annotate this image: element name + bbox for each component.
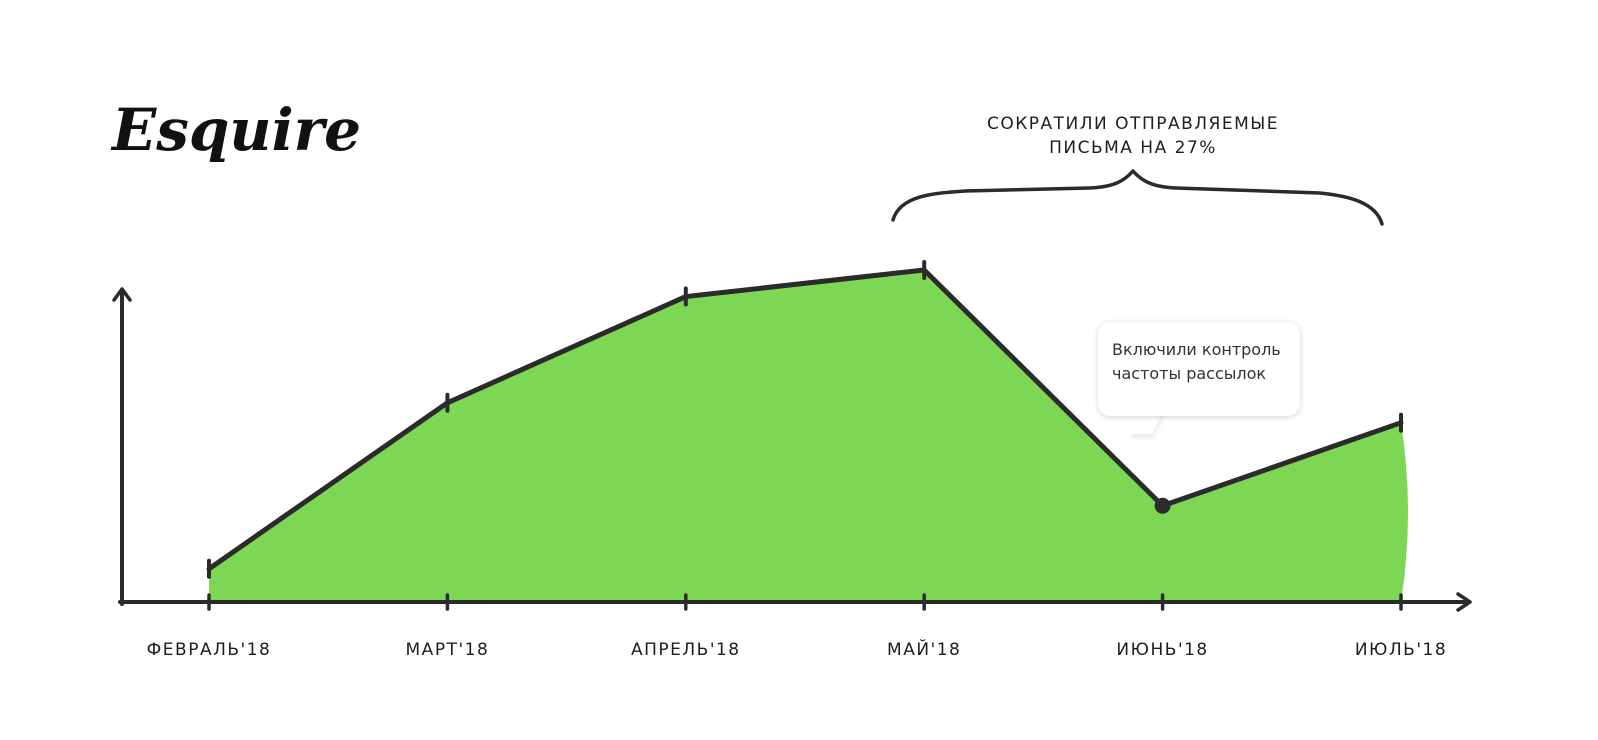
series-line-segment <box>921 267 1166 509</box>
annotation-line-1: СОКРАТИЛИ ОТПРАВЛЯЕМЫЕ <box>987 114 1279 134</box>
x-tick-label: ИЮЛЬ'18 <box>1355 640 1447 660</box>
axes <box>112 287 1472 612</box>
area-fill <box>209 270 1408 602</box>
x-tick-label: МАРТ'18 <box>406 640 490 660</box>
x-tick-labels: ФЕВРАЛЬ'18 МАРТ'18 АПРЕЛЬ'18 МАЙ'18 ИЮНЬ'18 И… <box>147 638 1447 660</box>
y-axis-arrow <box>112 287 132 302</box>
series-line-segment <box>683 267 927 300</box>
callout-line-2: частоты рассылок <box>1112 364 1267 383</box>
x-axis-arrow <box>1456 592 1472 612</box>
series-line-segment <box>1160 420 1404 509</box>
highlight-point <box>1154 497 1171 514</box>
area-layer <box>209 270 1408 602</box>
line-layer <box>206 267 1404 572</box>
annotation-line-2: ПИСЬМА НА 27% <box>1049 138 1217 158</box>
callout-text: Включили контроль частоты рассылок <box>1112 338 1292 386</box>
series-line-segment <box>444 294 689 406</box>
callout-line-1: Включили контроль <box>1112 340 1281 359</box>
x-tick-label: АПРЕЛЬ'18 <box>631 640 741 660</box>
x-tick-label: МАЙ'18 <box>887 638 961 660</box>
series-line-segment <box>206 400 450 572</box>
points-layer <box>207 260 1403 611</box>
callout: Включили контроль частоты рассылок <box>1098 322 1300 434</box>
esquire-logo: Esquire <box>110 96 361 164</box>
callout-box <box>1098 322 1300 416</box>
x-tick-label: ИЮНЬ'18 <box>1116 640 1208 660</box>
annotation-brace <box>891 169 1384 226</box>
x-tick-label: ФЕВРАЛЬ'18 <box>147 640 272 660</box>
